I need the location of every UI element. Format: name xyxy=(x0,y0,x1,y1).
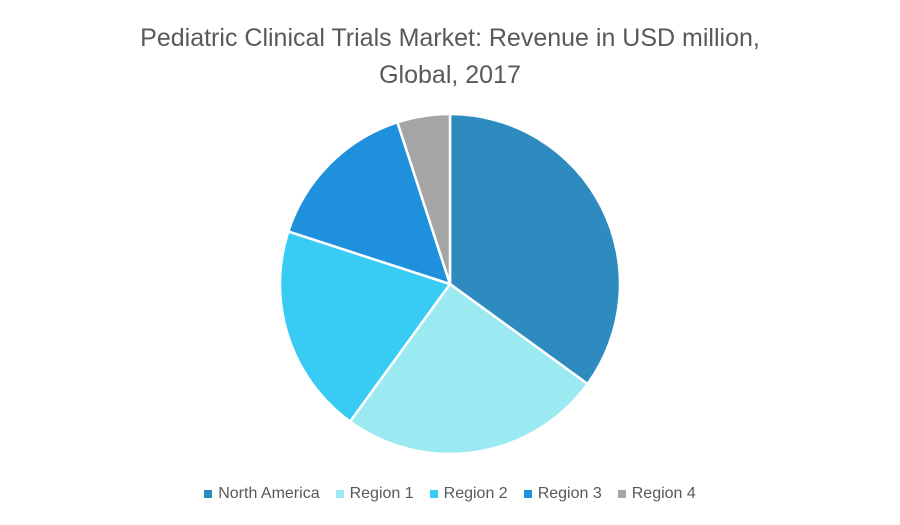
legend-item-region-1: Region 1 xyxy=(335,485,414,503)
pie-slice-region-1 xyxy=(348,282,589,456)
legend-swatch-region-4 xyxy=(617,490,626,498)
legend-label-north-america: North America xyxy=(218,485,320,502)
legend-label-region-4: Region 4 xyxy=(631,485,696,502)
chart-title-line-2: Global, 2017 xyxy=(379,61,521,89)
legend-swatch-region-1 xyxy=(335,490,344,498)
pie-slice-north-america xyxy=(448,112,622,386)
legend-item-region-3: Region 3 xyxy=(523,485,602,503)
legend-swatch-region-2 xyxy=(429,490,438,498)
pie-slice-region-2 xyxy=(278,230,452,423)
legend-item-region-2: Region 2 xyxy=(429,485,508,503)
legend-item-north-america: North America xyxy=(204,485,320,503)
legend-label-region-1: Region 1 xyxy=(349,485,414,502)
chart-title: Pediatric Clinical Trials Market: Revenu… xyxy=(0,20,900,94)
legend: North America Region 1 Region 2 Region 3 Reg… xyxy=(0,483,900,505)
pie-slice-region-4 xyxy=(396,112,452,286)
legend-label-region-2: Region 2 xyxy=(443,485,508,502)
legend-swatch-region-3 xyxy=(523,490,532,498)
chart-title-line-1: Pediatric Clinical Trials Market: Revenu… xyxy=(140,24,760,52)
legend-swatch-north-america xyxy=(204,490,213,498)
legend-label-region-3: Region 3 xyxy=(537,485,602,502)
legend-item-region-4: Region 4 xyxy=(617,485,696,503)
